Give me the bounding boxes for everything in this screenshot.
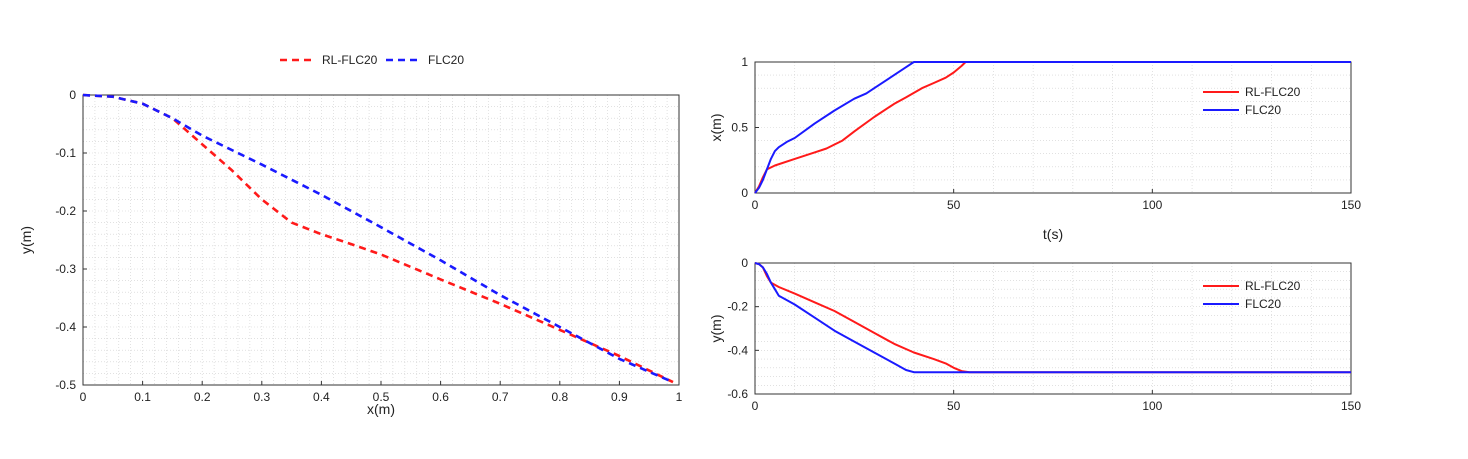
- x-axis-label: t(s): [1043, 226, 1063, 242]
- y-axis-label: x(m): [708, 114, 724, 142]
- x-tick-label: 0.3: [253, 390, 270, 404]
- x-tick-label: 0.4: [313, 390, 330, 404]
- y-tick-label: 1: [741, 55, 748, 69]
- legend-entry: FLC20: [428, 53, 464, 67]
- y-tick-label: -0.5: [55, 378, 76, 392]
- grid: [754, 262, 1352, 395]
- legend-entry: FLC20: [1245, 103, 1281, 117]
- y-tick-label: 0: [69, 88, 76, 102]
- x-tick-label: 50: [947, 198, 961, 212]
- x-tick-label: 0.8: [551, 390, 568, 404]
- y-tick-label: 0.5: [731, 121, 748, 135]
- x-tick-label: 0.9: [611, 390, 628, 404]
- grid: [82, 94, 680, 386]
- series-line-rl-flc20: [754, 61, 1351, 194]
- y-tick-label: -0.6: [727, 387, 748, 401]
- x-tick-label: 0.2: [194, 390, 211, 404]
- axes-box: [754, 262, 1352, 395]
- chart-2: 0 50 100 150 0 0.5 1 t(s) x(m) RL-FLC20 FLC20: [708, 55, 1361, 242]
- x-tick-label: 0.6: [432, 390, 449, 404]
- y-axis-label: y(m): [708, 315, 724, 343]
- y-tick-label: 0: [741, 186, 748, 200]
- x-tick-label: 100: [1142, 198, 1162, 212]
- x-axis-label: x(m): [367, 401, 395, 417]
- x-tick-label: 150: [1341, 198, 1361, 212]
- x-tick-label: 0.7: [492, 390, 509, 404]
- legend: RL-FLC20 FLC20: [280, 53, 464, 67]
- x-tick-label: 150: [1341, 399, 1361, 413]
- y-tick-label: 0: [741, 256, 748, 270]
- y-tick-label: -0.4: [727, 343, 748, 357]
- x-tick-label: 0.5: [373, 390, 390, 404]
- x-tick-label: 0: [752, 198, 759, 212]
- legend: RL-FLC20 FLC20: [1203, 279, 1301, 311]
- x-tick-label: 0.1: [134, 390, 151, 404]
- series-line-flc20: [754, 61, 1351, 194]
- series-line-flc20: [82, 93, 674, 384]
- chart-3: 0 50 100 150 0 -0.2 -0.4 -0.6 y(m) RL-FLC20 FLC20: [708, 256, 1361, 413]
- legend-entry: RL-FLC20: [1245, 279, 1301, 293]
- legend: RL-FLC20 FLC20: [1203, 85, 1301, 117]
- legend-entry: RL-FLC20: [322, 53, 378, 67]
- y-tick-label: -0.3: [55, 262, 76, 276]
- y-tick-label: -0.2: [727, 300, 748, 314]
- x-tick-label: 50: [947, 399, 961, 413]
- chart-1: 0 0.1 0.2 0.3 0.4 0.5 0.6 0.7 0.8 0.9 1 0 -0.1 -0.2 -0…: [18, 53, 683, 417]
- x-tick-label: 100: [1142, 399, 1162, 413]
- series-line-flc20: [754, 262, 1351, 374]
- y-tick-label: -0.2: [55, 204, 76, 218]
- x-tick-label: 1: [676, 390, 683, 404]
- legend-entry: RL-FLC20: [1245, 85, 1301, 99]
- x-tick-label: 0: [80, 390, 87, 404]
- x-tick-label: 0: [752, 399, 759, 413]
- legend-entry: FLC20: [1245, 297, 1281, 311]
- y-axis-label: y(m): [18, 226, 34, 254]
- y-tick-label: -0.4: [55, 320, 76, 334]
- y-tick-label: -0.1: [55, 146, 76, 160]
